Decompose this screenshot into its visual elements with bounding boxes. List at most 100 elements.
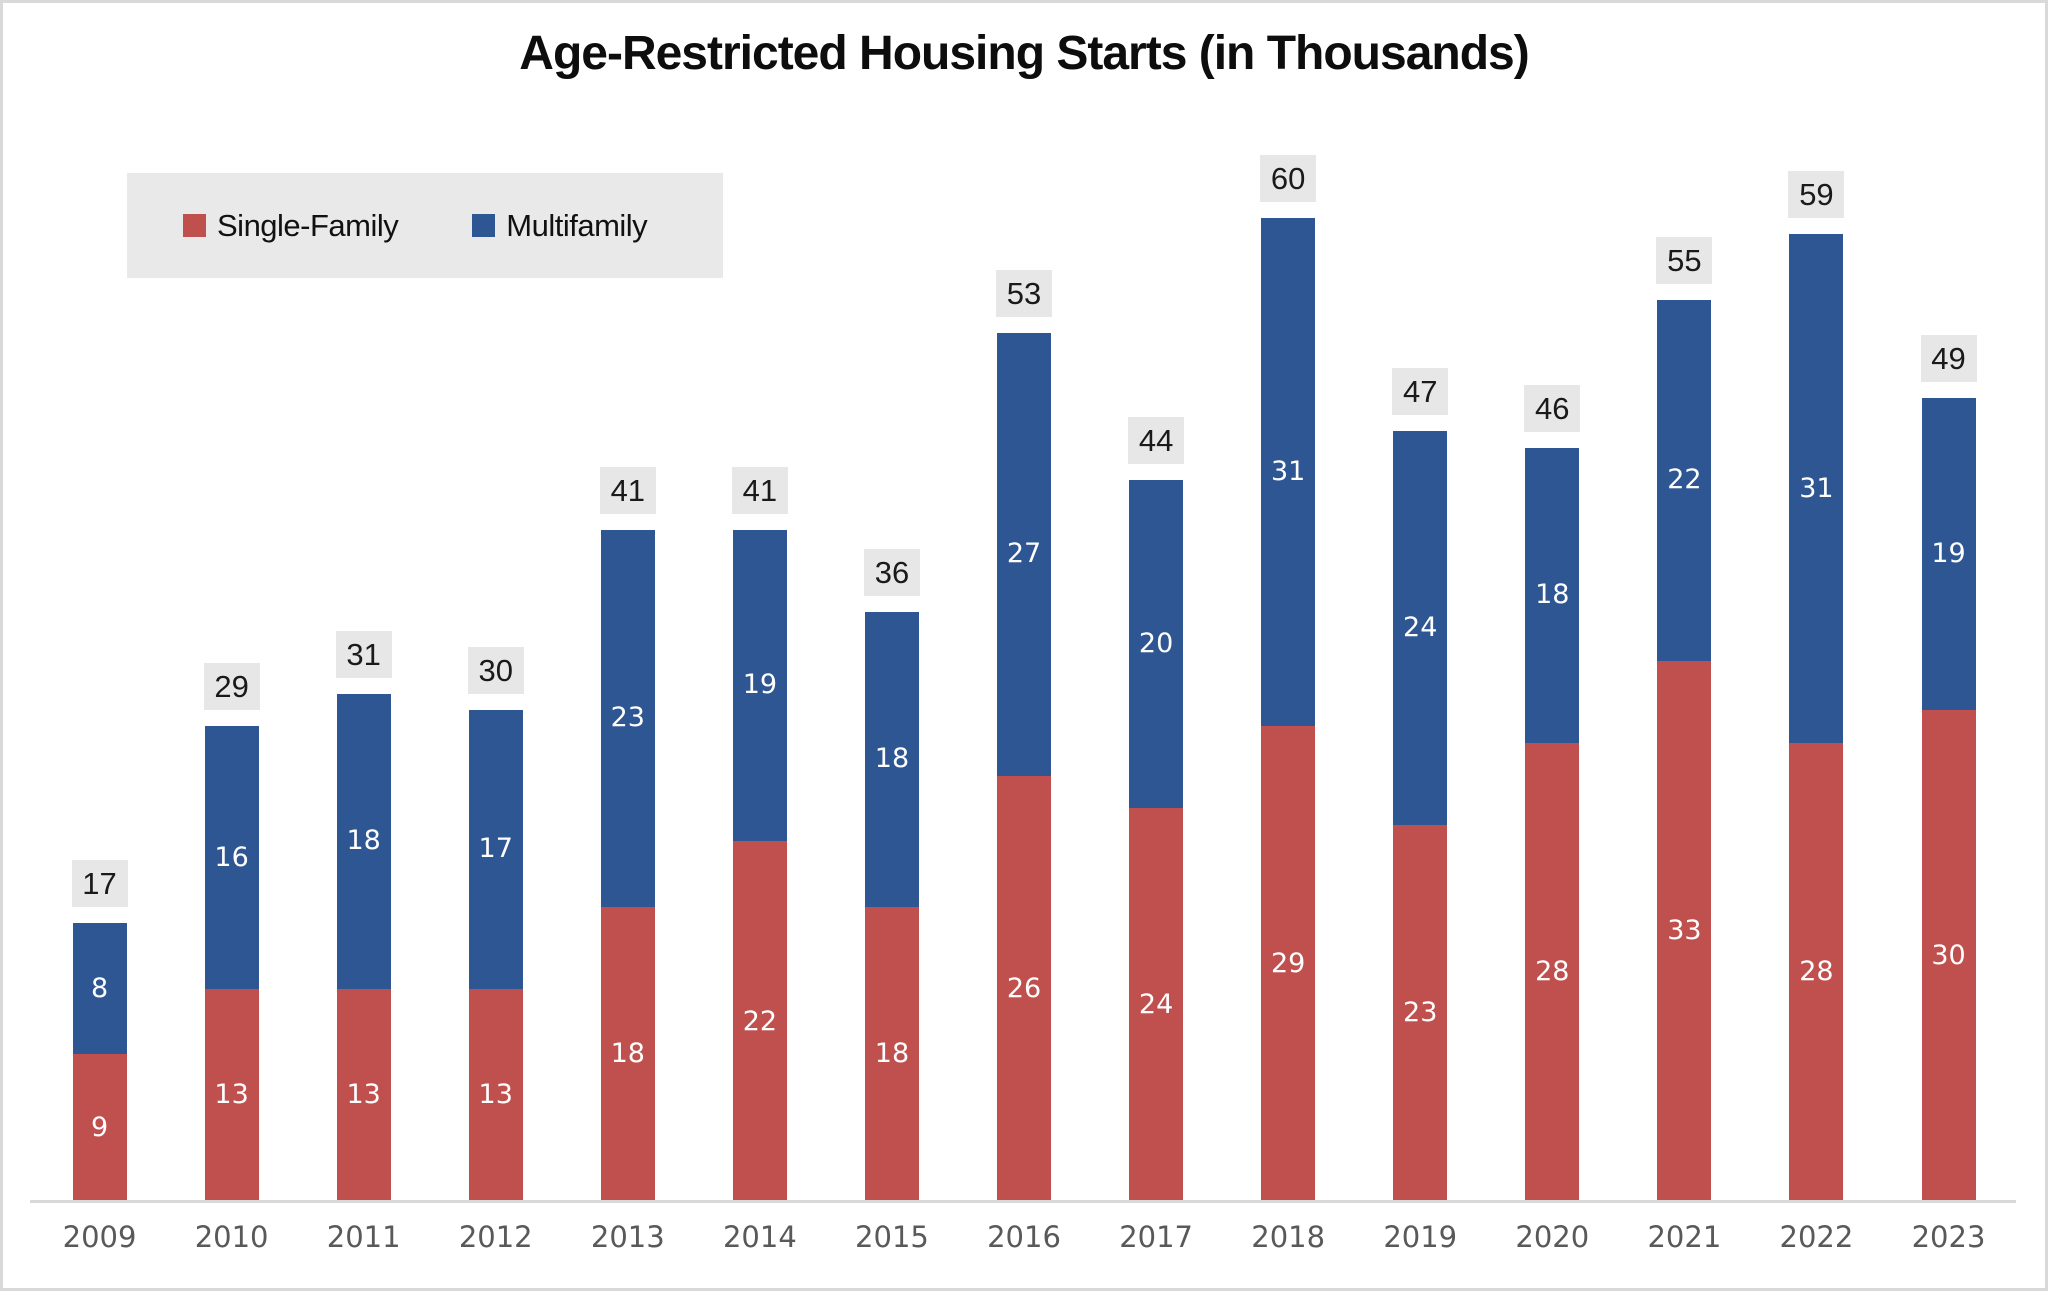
bar-2012-single-family-segment	[468, 988, 523, 1202]
bar-2015-single-family-value: 18	[874, 1038, 910, 1070]
bar-2013-total-label: 41	[599, 466, 656, 514]
chart-title: Age-Restricted Housing Starts (in Thousa…	[519, 27, 1529, 80]
bar-2013-single-family-segment	[600, 906, 655, 1202]
bar-2013-single-family-value: 18	[610, 1038, 645, 1070]
legend-label-single-family: Single-Family	[217, 207, 399, 243]
bar-2019-single-family-value: 23	[1403, 997, 1438, 1029]
bar-2010-multifamily-value: 16	[214, 841, 249, 873]
bar-2014-total-label: 41	[731, 466, 788, 514]
bar-2014-single-family-value: 22	[742, 1005, 778, 1037]
bar-2016-total-label: 53	[996, 269, 1053, 317]
x-axis-label-2013: 2013	[590, 1220, 665, 1254]
bar-2011-multifamily-segment	[336, 693, 391, 989]
bar-2016-multifamily-value: 27	[1006, 538, 1042, 570]
bar-2022-single-family-segment	[1789, 742, 1844, 1202]
x-axis-label-2021: 2021	[1647, 1220, 1722, 1254]
bar-2012-multifamily-segment	[468, 710, 523, 989]
bar-2012-single-family-value: 13	[478, 1079, 513, 1111]
bar-2010-single-family-value: 13	[214, 1079, 249, 1111]
bar-2019-multifamily-value: 24	[1403, 612, 1438, 643]
bar-2013-multifamily-segment	[600, 529, 655, 907]
bar-2013-multifamily-value: 23	[610, 702, 645, 734]
bar-2023-multifamily-segment	[1921, 398, 1976, 710]
bar-2015-multifamily-value: 18	[874, 743, 910, 775]
bar-2018-single-family-segment	[1261, 726, 1316, 1202]
bar-2011-multifamily-value: 18	[346, 825, 381, 857]
bar-2011-total-label: 31	[335, 630, 392, 678]
bar-2022-multifamily-value: 31	[1799, 472, 1834, 504]
bar-2012-multifamily-value: 17	[478, 833, 513, 865]
x-axis-label-2011: 2011	[326, 1220, 401, 1254]
x-axis-line	[30, 1200, 2016, 1203]
legend-label-multifamily: Multifamily	[506, 207, 648, 243]
bar-2012-total-label: 30	[467, 647, 524, 694]
x-axis-label-2012: 2012	[458, 1220, 533, 1254]
x-axis-label-2009: 2009	[62, 1220, 137, 1254]
bar-2017-multifamily-value: 20	[1138, 628, 1174, 660]
x-axis-label-2018: 2018	[1251, 1220, 1326, 1254]
bar-2021-total-label: 55	[1656, 237, 1713, 284]
bar-2021-multifamily-segment	[1657, 300, 1712, 661]
bar-2009-multifamily-segment	[72, 923, 127, 1055]
bar-2017-multifamily-segment	[1129, 480, 1184, 809]
bar-2021-multifamily-value: 22	[1667, 464, 1702, 496]
bar-2009-single-family-value: 9	[90, 1112, 109, 1144]
bar-2018-multifamily-value: 31	[1270, 456, 1306, 488]
x-axis-label-2023: 2023	[1911, 1220, 1986, 1254]
x-axis-label-2019: 2019	[1383, 1220, 1458, 1254]
bar-2021-single-family-value: 33	[1667, 915, 1702, 947]
bar-2014-multifamily-value: 19	[742, 669, 778, 701]
bar-2014-multifamily-segment	[732, 529, 787, 842]
bar-2018-total-label: 60	[1260, 155, 1317, 202]
bar-2009-single-family-segment	[72, 1054, 127, 1202]
x-axis-label-2022: 2022	[1779, 1220, 1854, 1254]
legend-entry-multifamily: Multifamily	[472, 207, 648, 244]
bar-2022-multifamily-segment	[1789, 234, 1844, 743]
bar-2018-single-family-value: 29	[1270, 948, 1306, 980]
bar-2010-multifamily-segment	[204, 726, 259, 989]
legend-swatch-single-family-icon	[183, 214, 206, 237]
bar-2016-single-family-value: 26	[1006, 972, 1042, 1004]
bar-2015-multifamily-segment	[864, 611, 919, 907]
bar-2014-single-family-segment	[732, 841, 787, 1202]
bar-2020-multifamily-segment	[1525, 447, 1580, 743]
bar-2015-single-family-segment	[864, 906, 919, 1202]
bar-2022-single-family-value: 28	[1799, 956, 1834, 988]
bar-2011-single-family-value: 13	[346, 1079, 381, 1111]
x-axis-label-2017: 2017	[1119, 1220, 1193, 1254]
bar-2016-single-family-segment	[997, 775, 1052, 1202]
x-axis-label-2010: 2010	[194, 1220, 269, 1254]
bar-2023-multifamily-value: 19	[1931, 538, 1966, 570]
bar-2023-single-family-segment	[1921, 710, 1976, 1202]
bar-2020-multifamily-value: 18	[1535, 579, 1570, 611]
bar-2016-multifamily-segment	[997, 332, 1052, 776]
bar-2019-total-label: 47	[1392, 368, 1449, 416]
bar-2017-single-family-value: 24	[1138, 989, 1174, 1021]
bar-2019-single-family-segment	[1393, 824, 1448, 1202]
bar-2019-multifamily-segment	[1393, 431, 1448, 825]
legend: Single-Family Multifamily	[127, 173, 723, 278]
bar-2010-single-family-segment	[204, 988, 259, 1202]
bar-2020-total-label: 46	[1524, 384, 1581, 432]
bar-2020-single-family-segment	[1525, 742, 1580, 1202]
x-axis-label-2015: 2015	[855, 1220, 929, 1254]
bar-2017-single-family-segment	[1129, 808, 1184, 1202]
bar-2023-single-family-value: 30	[1931, 940, 1966, 971]
bar-2017-total-label: 44	[1128, 417, 1185, 465]
bar-2018-multifamily-segment	[1261, 218, 1316, 727]
bar-2020-single-family-value: 28	[1535, 956, 1570, 988]
bar-2021-single-family-segment	[1657, 660, 1712, 1202]
legend-swatch-multifamily-icon	[472, 214, 496, 237]
bar-2009-multifamily-value: 8	[90, 972, 109, 1004]
bar-2011-single-family-segment	[336, 988, 391, 1202]
bar-2023-total-label: 49	[1920, 335, 1977, 383]
bar-2010-total-label: 29	[203, 663, 260, 711]
bar-2015-total-label: 36	[863, 548, 920, 596]
bar-2009-total-label: 17	[71, 860, 128, 908]
x-axis-label-2020: 2020	[1515, 1220, 1590, 1254]
x-axis-label-2016: 2016	[987, 1220, 1061, 1254]
x-axis-label-2014: 2014	[722, 1220, 797, 1254]
bar-2022-total-label: 59	[1788, 171, 1845, 219]
legend-entry-single-family: Single-Family	[183, 207, 399, 244]
